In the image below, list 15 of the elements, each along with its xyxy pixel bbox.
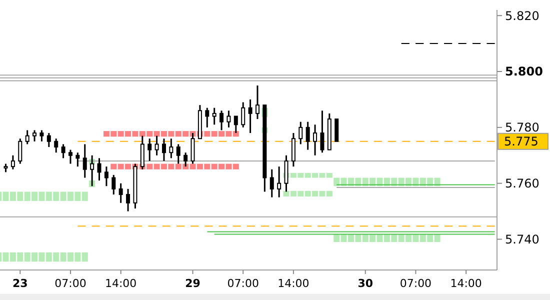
y-tick-label: 5.780 [505,120,540,135]
x-tick-label: 07:00 [400,277,432,290]
y-tick-label: 5.800 [505,64,543,79]
x-tick-label: 29 [185,277,200,290]
y-tick-label: 5.760 [505,176,540,191]
x-tick-label: 30 [358,277,374,290]
x-tick-label: 14:00 [450,277,482,290]
y-tick-label: 5.820 [505,8,540,23]
x-tick-label: 23 [12,277,28,290]
x-tick-label: 07:00 [54,277,86,290]
x-tick-label: 14:00 [278,277,310,290]
x-tick-label: 14:00 [104,277,137,290]
x-tick-label: 07:00 [227,277,259,290]
text: 5.775 [504,134,538,149]
y-tick-label: 5.740 [505,232,540,246]
